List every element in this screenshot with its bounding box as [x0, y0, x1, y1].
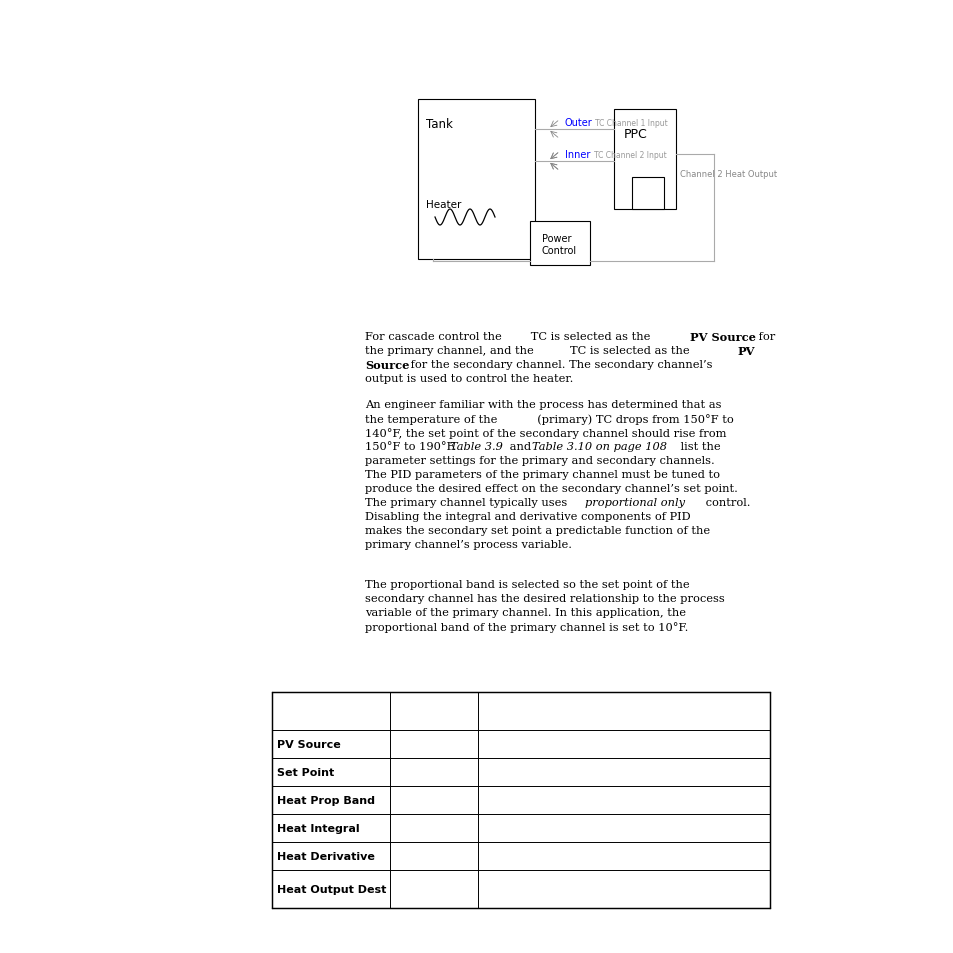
Bar	[530, 222, 589, 266]
Text: Set Point: Set Point	[276, 767, 334, 778]
Text: For cascade control the        TC is selected as the: For cascade control the TC is selected a…	[365, 332, 654, 341]
Text: Heat Derivative: Heat Derivative	[276, 851, 375, 862]
Text: for the secondary channel. The secondary channel’s: for the secondary channel. The secondary…	[407, 359, 712, 370]
Text: The primary channel typically uses: The primary channel typically uses	[365, 497, 570, 507]
Text: PV Source: PV Source	[689, 332, 755, 343]
Text: Channel 2 Heat Output: Channel 2 Heat Output	[679, 170, 777, 179]
Bar	[272, 692, 769, 908]
Text: PV: PV	[737, 346, 754, 356]
Text: Heater: Heater	[426, 200, 461, 210]
Text: The proportional band is selected so the set point of the: The proportional band is selected so the…	[365, 579, 689, 589]
Text: 150°F to 190°F.: 150°F to 190°F.	[365, 441, 459, 452]
Bar	[631, 178, 663, 210]
Text: Heat Integral: Heat Integral	[276, 823, 359, 833]
Text: An engineer familiar with the process has determined that as: An engineer familiar with the process ha…	[365, 399, 720, 410]
Bar	[614, 110, 676, 210]
Text: output is used to control the heater.: output is used to control the heater.	[365, 374, 573, 384]
Text: for: for	[754, 332, 775, 341]
Text: 140°F, the set point of the secondary channel should rise from: 140°F, the set point of the secondary ch…	[365, 428, 726, 438]
Text: control.: control.	[701, 497, 750, 507]
Text: PPC: PPC	[623, 128, 647, 141]
Text: Inner: Inner	[564, 150, 590, 160]
Text: proportional only: proportional only	[584, 497, 684, 507]
Text: Table 3.9: Table 3.9	[450, 441, 502, 452]
Text: makes the secondary set point a predictable function of the: makes the secondary set point a predicta…	[365, 525, 709, 536]
Text: Disabling the integral and derivative components of PID: Disabling the integral and derivative co…	[365, 512, 690, 521]
Text: produce the desired effect on the secondary channel’s set point.: produce the desired effect on the second…	[365, 483, 737, 494]
Text: and: and	[505, 441, 535, 452]
Text: secondary channel has the desired relationship to the process: secondary channel has the desired relati…	[365, 594, 724, 603]
Bar	[417, 100, 535, 260]
Text: variable of the primary channel. In this application, the: variable of the primary channel. In this…	[365, 607, 685, 618]
Text: Table 3.10 on page 108: Table 3.10 on page 108	[532, 441, 666, 452]
Text: list the: list the	[677, 441, 720, 452]
Text: primary channel’s process variable.: primary channel’s process variable.	[365, 539, 572, 550]
Text: Heat Output Dest: Heat Output Dest	[276, 884, 386, 894]
Text: PV Source: PV Source	[276, 740, 340, 749]
Text: proportional band of the primary channel is set to 10°F.: proportional band of the primary channel…	[365, 621, 688, 632]
Text: TC Channel 2 Input: TC Channel 2 Input	[594, 151, 666, 160]
Text: parameter settings for the primary and secondary channels.: parameter settings for the primary and s…	[365, 456, 714, 465]
Text: The PID parameters of the primary channel must be tuned to: The PID parameters of the primary channe…	[365, 470, 720, 479]
Text: the primary channel, and the          TC is selected as the: the primary channel, and the TC is selec…	[365, 346, 693, 355]
Text: Tank: Tank	[426, 118, 453, 131]
Text: the temperature of the           (primary) TC drops from 150°F to: the temperature of the (primary) TC drop…	[365, 414, 733, 424]
Text: Heat Prop Band: Heat Prop Band	[276, 795, 375, 805]
Text: TC Channel 1 Input: TC Channel 1 Input	[595, 119, 667, 128]
Text: Outer: Outer	[564, 118, 592, 128]
Text: Power
Control: Power Control	[541, 233, 577, 256]
Text: Source: Source	[365, 359, 409, 371]
